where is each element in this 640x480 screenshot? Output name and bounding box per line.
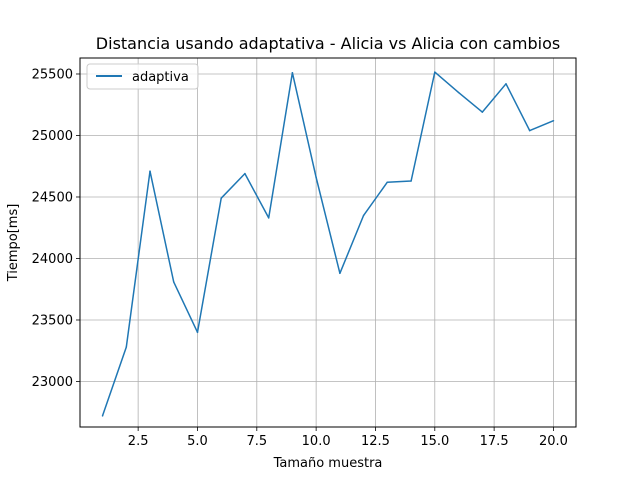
series-line-adaptiva	[101, 71, 554, 417]
data-point	[172, 281, 175, 283]
y-tick-label: 25500	[32, 67, 73, 82]
data-point	[434, 71, 436, 73]
x-axis-label: Tamaño muestra	[273, 456, 383, 471]
y-axis-label: Tiempo[ms]	[6, 204, 21, 283]
data-point	[339, 272, 341, 274]
data-point	[244, 172, 246, 175]
data-point	[196, 331, 199, 334]
x-tick-label: 17.5	[480, 434, 509, 449]
data-point	[386, 181, 389, 183]
data-point	[505, 83, 507, 85]
data-point	[149, 170, 151, 172]
y-tick-label: 23000	[32, 375, 73, 390]
y-tick-label: 23500	[32, 313, 73, 328]
data-point	[101, 415, 104, 417]
y-tick-label: 24000	[32, 252, 73, 267]
legend: adaptiva	[86, 63, 199, 90]
x-tick-label: 20.0	[539, 434, 568, 449]
data-point	[481, 111, 484, 113]
data-point	[457, 91, 460, 94]
data-point	[362, 214, 365, 217]
x-tick-label: 5.0	[187, 434, 208, 449]
x-axis-ticks: 2.5 5.0 7.5 10.0 12.5 15.0 17.5 20.0	[128, 427, 568, 449]
x-tick-label: 2.5	[128, 434, 149, 449]
data-point	[291, 72, 294, 74]
y-tick-label: 25000	[32, 129, 73, 144]
plot-frame	[79, 57, 577, 428]
data-point	[552, 119, 555, 122]
x-tick-label: 15.0	[420, 434, 449, 449]
series-layer	[101, 71, 555, 417]
data-point	[315, 176, 317, 179]
legend-label-adaptiva: adaptiva	[132, 70, 189, 85]
y-axis-ticks: 23000 23500 24000 24500 25000 25500	[32, 67, 80, 390]
data-point	[125, 346, 128, 348]
x-tick-label: 7.5	[246, 434, 267, 449]
data-point	[410, 180, 412, 182]
chart-title: Distancia usando adaptativa - Alicia vs …	[96, 34, 560, 53]
legend-box	[86, 63, 199, 90]
data-point	[528, 129, 531, 132]
grid	[80, 58, 576, 427]
x-tick-label: 12.5	[361, 434, 390, 449]
y-tick-label: 24500	[32, 190, 73, 205]
x-tick-label: 10.0	[302, 434, 331, 449]
data-point	[220, 197, 222, 199]
data-point	[267, 217, 270, 219]
